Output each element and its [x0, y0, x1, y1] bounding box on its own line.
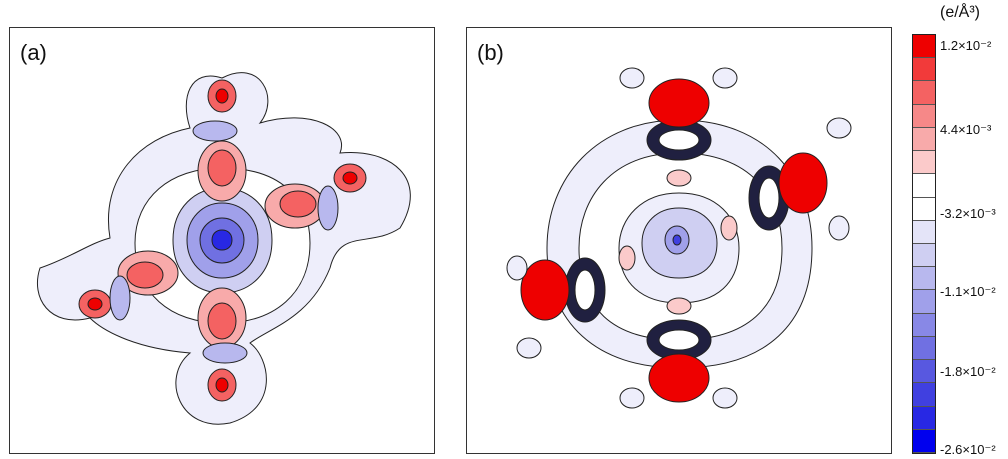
colorbar-segment	[913, 406, 935, 430]
panel-a-contour-map	[36, 72, 411, 425]
colorbar-tick-label: -3.2×10⁻³	[940, 206, 996, 221]
contour-center-blue-4	[211, 229, 233, 251]
panel-a: (a)	[9, 27, 435, 454]
colorbar-segment	[913, 336, 935, 361]
colorbar-segment	[913, 35, 935, 59]
colorbar-segment	[913, 174, 935, 198]
colorbar-segment	[913, 58, 935, 82]
colorbar-tick-label: 1.2×10⁻²	[940, 38, 992, 53]
colorbar-segment	[913, 127, 935, 152]
connector-blue-bottom	[202, 342, 248, 364]
red-lobe-bottom-b	[648, 353, 710, 403]
connector-blue-top	[192, 120, 238, 142]
colorbar	[912, 34, 936, 454]
colorbar-tick-label: -2.6×10⁻²	[940, 442, 996, 457]
colorbar-tick-label: 4.4×10⁻³	[940, 122, 992, 137]
red-lobe-right-b	[778, 152, 828, 214]
colorbar-unit-label: (e/Å³)	[940, 4, 980, 21]
red-lobe-top-b	[648, 78, 710, 128]
panel-a-label: (a)	[20, 40, 47, 65]
connector-blue-left	[109, 275, 131, 321]
colorbar-segment	[913, 383, 935, 407]
colorbar-segment	[913, 360, 935, 384]
connector-blue-right	[317, 185, 339, 231]
colorbar-tick-label: -1.1×10⁻²	[940, 284, 996, 299]
panel-b-label: (b)	[477, 40, 504, 65]
colorbar-segment	[913, 267, 935, 291]
colorbar-segment	[913, 290, 935, 314]
colorbar-segment	[913, 151, 935, 175]
red-lobe-left-b	[520, 259, 570, 321]
colorbar-segment	[913, 197, 935, 221]
colorbar-segment	[913, 104, 935, 128]
colorbar-segment	[913, 244, 935, 268]
colorbar-segment	[913, 429, 935, 453]
panel-b: (b)	[466, 27, 892, 454]
colorbar-segment	[913, 313, 935, 337]
colorbar-segment	[913, 220, 935, 244]
colorbar-segment	[913, 81, 935, 105]
colorbar-tick-label: -1.8×10⁻²	[940, 364, 996, 379]
panel-b-contour-map	[506, 67, 852, 409]
